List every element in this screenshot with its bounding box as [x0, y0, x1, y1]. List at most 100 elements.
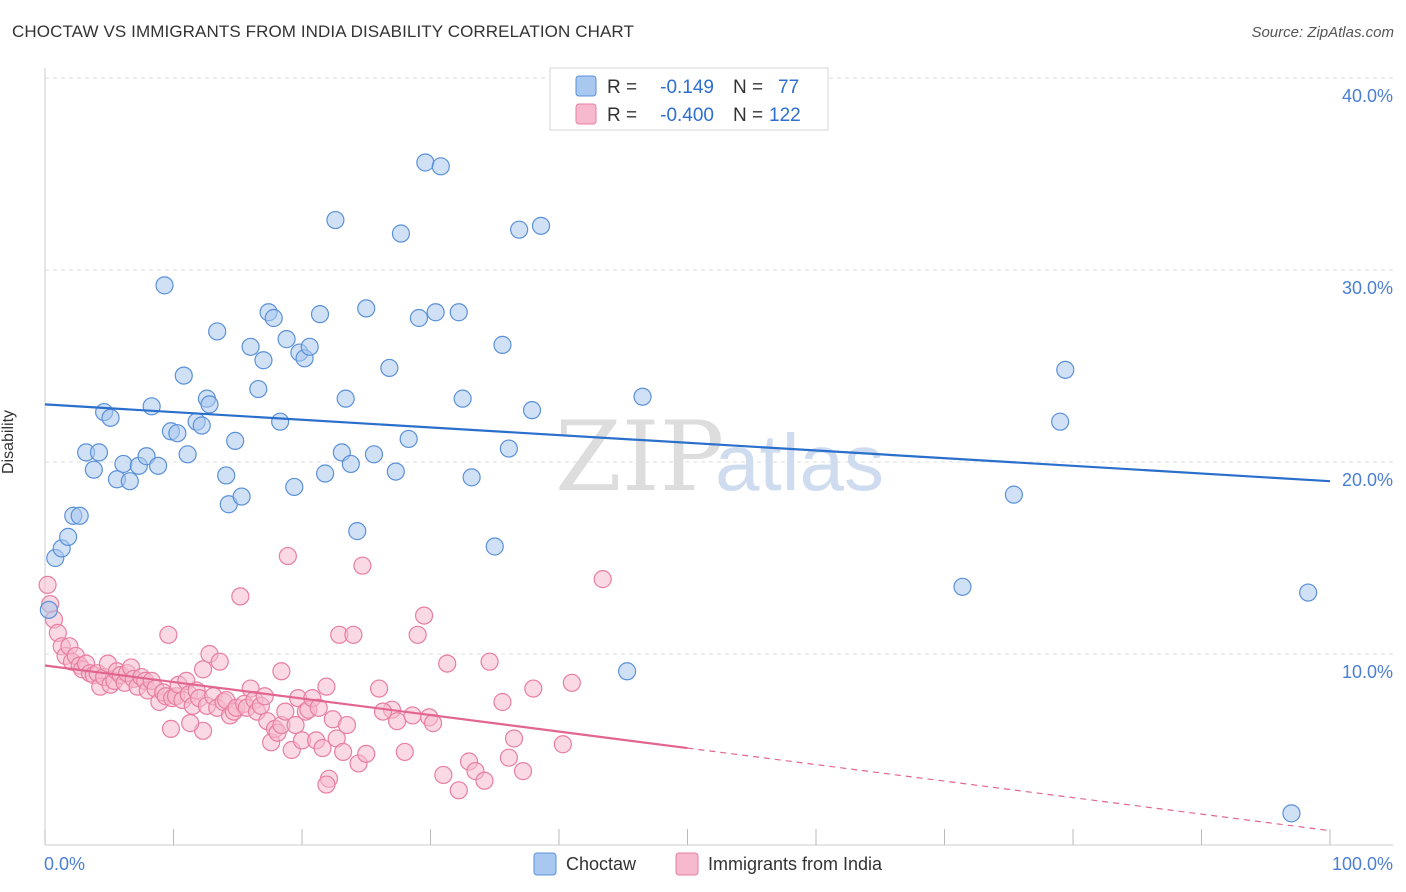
- data-point-choctaw: [409, 308, 429, 328]
- data-point-india: [414, 606, 434, 625]
- data-point-choctaw: [70, 506, 89, 525]
- data-point-choctaw: [531, 216, 551, 235]
- data-point-india: [231, 587, 250, 606]
- data-point-choctaw: [174, 366, 193, 385]
- bottom-legend-label-choctaw: Choctaw: [566, 854, 637, 874]
- data-point-choctaw: [208, 322, 227, 341]
- legend-swatch-india: [575, 103, 597, 125]
- data-point-india: [313, 738, 332, 758]
- data-point-choctaw: [485, 537, 504, 556]
- legend-n-label-1: N =: [733, 77, 763, 98]
- y-tick-labels: 10.0% 20.0% 30.0% 40.0%: [1342, 86, 1393, 682]
- data-point-choctaw: [1056, 360, 1075, 379]
- chart-title: CHOCTAW VS IMMIGRANTS FROM INDIA DISABIL…: [12, 22, 634, 41]
- data-point-choctaw: [341, 454, 360, 474]
- trend-line-india: [44, 664, 688, 750]
- data-point-india: [286, 715, 305, 735]
- data-point-choctaw: [249, 379, 268, 399]
- data-point-india: [449, 781, 468, 800]
- data-point-india: [317, 775, 336, 794]
- data-point-choctaw: [200, 395, 219, 414]
- watermark: ZIP atlas: [555, 401, 884, 513]
- data-point-india: [334, 742, 353, 762]
- data-point-choctaw: [462, 468, 481, 487]
- data-point-india: [475, 771, 494, 790]
- data-point-choctaw: [192, 416, 211, 435]
- data-point-choctaw: [522, 401, 542, 420]
- data-point-choctaw: [1282, 804, 1301, 823]
- data-point-india: [38, 575, 57, 594]
- trend-lines: [44, 403, 1331, 832]
- data-point-india: [562, 673, 581, 692]
- watermark-atlas: atlas: [715, 418, 884, 507]
- data-point-choctaw: [232, 487, 251, 506]
- data-point-india: [593, 570, 612, 589]
- data-point-choctaw: [953, 577, 972, 596]
- data-point-choctaw: [618, 662, 637, 681]
- source-label: Source: ZipAtlas.com: [1251, 24, 1394, 41]
- data-point-choctaw: [178, 445, 197, 464]
- data-point-choctaw: [453, 389, 472, 408]
- data-point-choctaw: [264, 308, 283, 328]
- x-tick-label-max: 100.0%: [1332, 854, 1393, 874]
- data-point-india: [317, 677, 336, 696]
- y-tick-label: 10.0%: [1342, 662, 1393, 682]
- data-point-india: [513, 762, 533, 781]
- data-point-choctaw: [148, 456, 168, 475]
- bottom-legend-swatch-choctaw: [533, 852, 557, 876]
- data-point-choctaw: [277, 330, 296, 349]
- data-point-choctaw: [120, 472, 139, 491]
- data-point-choctaw: [426, 303, 445, 322]
- legend-n-value-1: 77: [778, 77, 799, 98]
- data-point-choctaw: [449, 303, 468, 322]
- data-point-choctaw: [271, 412, 290, 431]
- legend-r-value-1: -0.149: [660, 77, 714, 98]
- data-point-india: [210, 652, 229, 671]
- data-point-india: [344, 625, 363, 644]
- data-point-india: [395, 742, 414, 762]
- data-point-choctaw: [310, 305, 330, 324]
- data-point-india: [272, 662, 291, 681]
- data-point-choctaw: [399, 429, 418, 449]
- watermark-zip: ZIP: [555, 401, 724, 513]
- data-point-india: [193, 660, 213, 679]
- data-point-choctaw: [348, 522, 367, 541]
- data-point-india: [499, 748, 518, 767]
- data-point-choctaw: [326, 210, 345, 230]
- data-point-choctaw: [1299, 583, 1318, 602]
- data-point-india: [181, 714, 200, 733]
- data-point-choctaw: [499, 439, 518, 458]
- data-point-india: [276, 702, 295, 721]
- data-point-choctaw: [357, 299, 376, 318]
- y-tick-label: 30.0%: [1342, 278, 1393, 298]
- data-point-choctaw: [1004, 485, 1023, 504]
- data-point-choctaw: [155, 276, 174, 295]
- x-tick-label-min: 0.0%: [44, 854, 85, 874]
- data-point-choctaw: [336, 389, 355, 408]
- data-point-choctaw: [217, 466, 236, 485]
- data-point-choctaw: [142, 397, 161, 416]
- legend-n-label-2: N =: [733, 105, 763, 126]
- data-point-choctaw: [386, 462, 405, 481]
- data-point-choctaw: [380, 358, 399, 378]
- bottom-legend: Choctaw Immigrants from India: [533, 852, 883, 876]
- data-point-choctaw: [510, 220, 529, 239]
- data-point-india: [161, 719, 181, 738]
- data-point-india: [408, 625, 427, 644]
- data-point-choctaw: [493, 335, 512, 354]
- data-point-choctaw: [254, 351, 273, 370]
- data-point-india: [159, 625, 178, 644]
- data-point-india: [337, 715, 357, 735]
- data-point-india: [370, 679, 389, 698]
- data-point-choctaw: [84, 460, 103, 479]
- data-point-choctaw: [59, 527, 78, 546]
- data-point-india: [434, 765, 453, 785]
- data-point-choctaw: [168, 424, 187, 443]
- y-tick-label: 40.0%: [1342, 86, 1393, 106]
- legend-r-value-2: -0.400: [660, 105, 714, 126]
- bottom-legend-label-india: Immigrants from India: [708, 854, 883, 874]
- data-point-choctaw: [114, 454, 133, 474]
- data-point-choctaw: [316, 464, 335, 483]
- data-point-india: [357, 744, 376, 763]
